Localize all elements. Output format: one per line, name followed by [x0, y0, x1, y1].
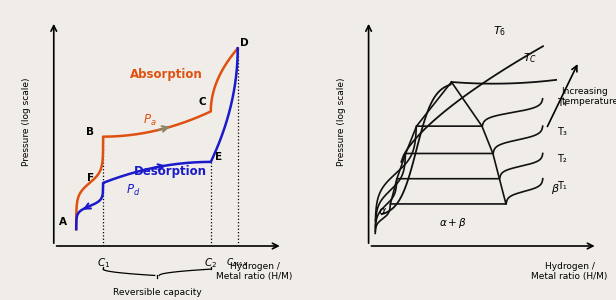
Y-axis label: Pressure (log scale): Pressure (log scale)	[22, 78, 31, 166]
Text: T₃: T₃	[557, 127, 567, 136]
Text: Desorption: Desorption	[134, 164, 207, 178]
Text: E: E	[215, 152, 222, 162]
X-axis label: Hydrogen /
Metal ratio (H/M): Hydrogen / Metal ratio (H/M)	[216, 262, 293, 281]
Text: Increasing
temperature: Increasing temperature	[561, 87, 616, 106]
Text: $C_2$: $C_2$	[205, 256, 217, 270]
Text: Reversible capacity: Reversible capacity	[113, 288, 201, 297]
Text: $\alpha+\beta$: $\alpha+\beta$	[439, 216, 467, 230]
Text: $T_C$: $T_C$	[523, 52, 537, 65]
Text: D: D	[240, 38, 249, 48]
Text: $C_1$: $C_1$	[97, 256, 110, 270]
Y-axis label: Pressure (log scale): Pressure (log scale)	[336, 78, 346, 166]
Text: $P_a$: $P_a$	[144, 113, 157, 128]
Text: $T_6$: $T_6$	[493, 25, 506, 38]
Text: $\alpha$: $\alpha$	[378, 206, 387, 217]
Text: $C_{MAX}$: $C_{MAX}$	[227, 256, 249, 269]
Text: T₂: T₂	[557, 154, 567, 164]
Text: A: A	[59, 217, 67, 227]
Text: $P_d$: $P_d$	[126, 182, 140, 197]
Text: Absorption: Absorption	[129, 68, 202, 81]
Text: F: F	[87, 173, 94, 183]
Text: T₁: T₁	[557, 181, 567, 190]
Text: C: C	[199, 97, 206, 107]
Text: B: B	[86, 127, 94, 136]
X-axis label: Hydrogen /
Metal ratio (H/M): Hydrogen / Metal ratio (H/M)	[532, 262, 608, 281]
Text: $\beta$: $\beta$	[551, 182, 560, 196]
Text: T₄: T₄	[557, 98, 567, 109]
